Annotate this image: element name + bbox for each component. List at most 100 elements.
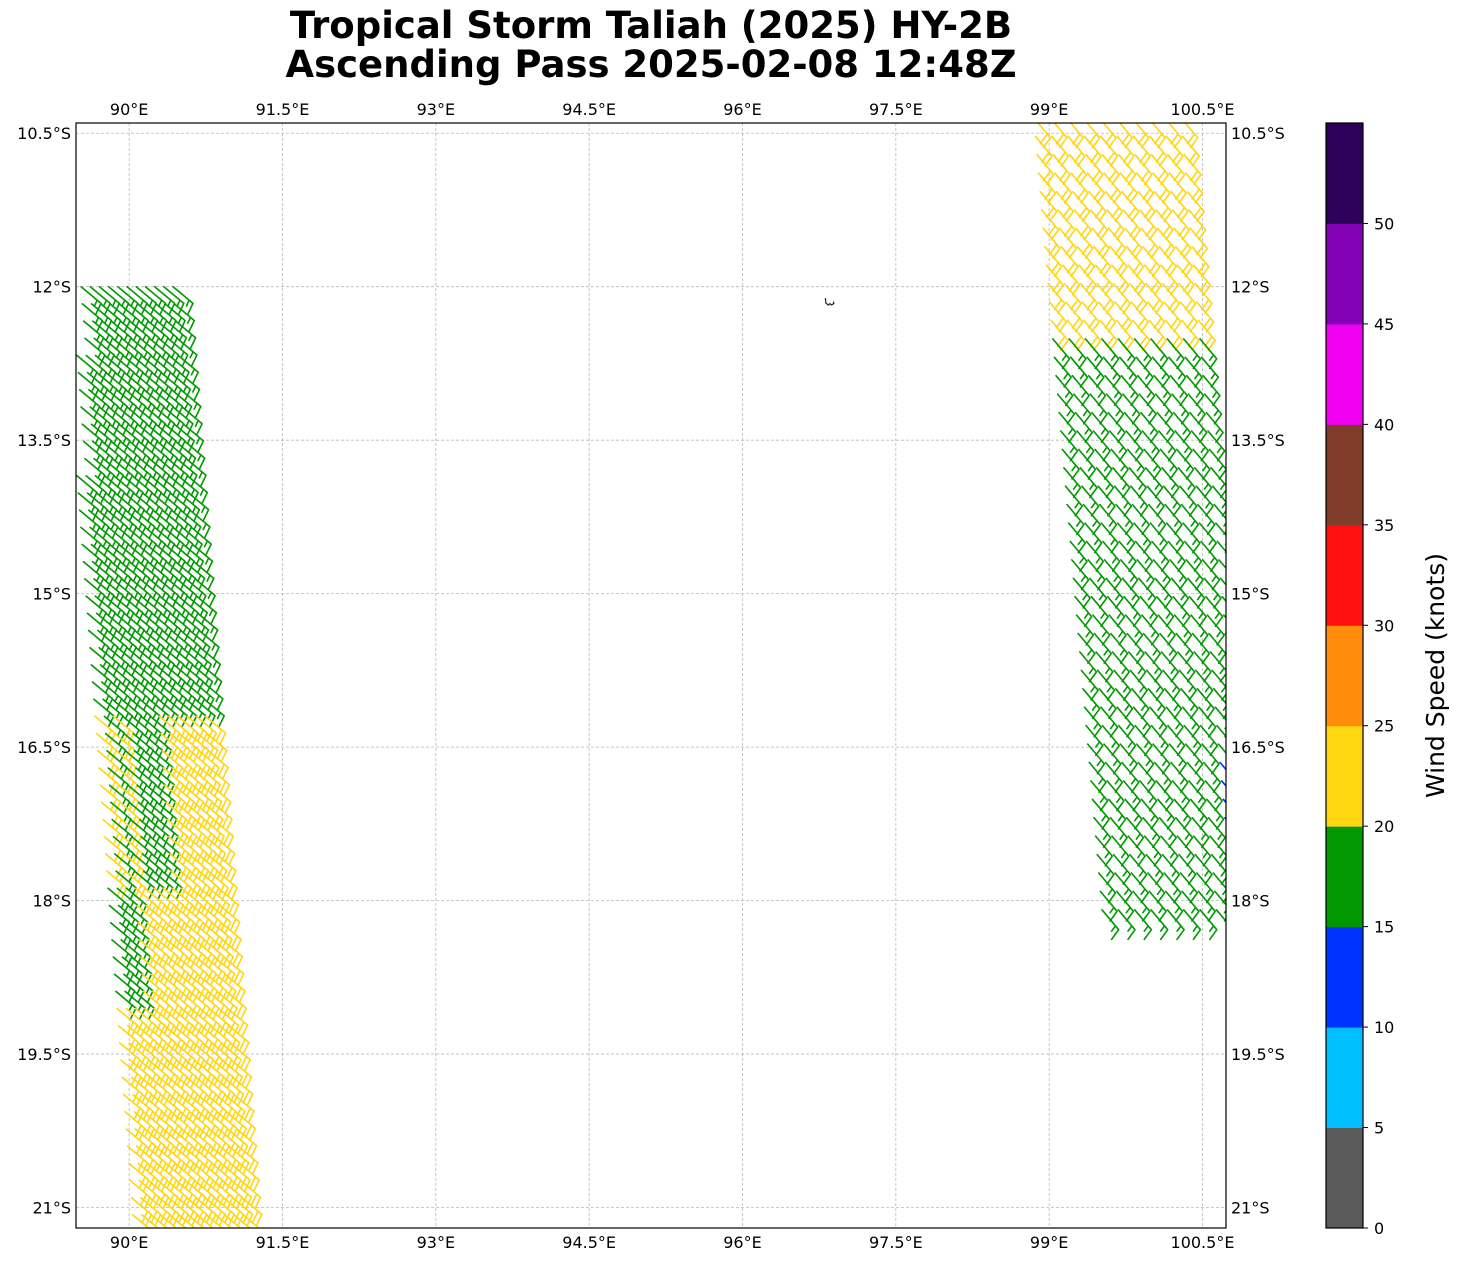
wind-barb [1171,780,1191,812]
wind-barb [193,560,215,590]
wind-barb [180,389,202,419]
wind-barb [173,303,196,333]
wind-barb [1123,595,1142,628]
wind-barb [1212,872,1226,904]
wind-barb [1048,301,1068,333]
wind-barb [1122,393,1141,425]
colorbar-bin [1326,826,1363,928]
wind-barb [190,526,212,556]
wind-barb [1194,467,1213,499]
wind-barb [1176,835,1195,867]
wind-barb [1095,651,1114,683]
x-tick-label-top: 90°E [110,100,148,119]
wind-barb [1169,559,1188,591]
wind-barb [241,1196,263,1226]
wind-barb [1128,651,1147,683]
wind-barb [1188,595,1207,628]
chart-title-line-1: Tropical Storm Taliah (2025) HY-2B [289,4,1013,47]
colorbar-bin [1326,223,1363,325]
wind-barb [1100,135,1119,167]
wind-barb [1192,448,1211,480]
wind-barb [1138,393,1157,425]
wind-barb [1182,909,1202,941]
wind-barb [1147,688,1166,720]
wind-barb [1148,890,1167,922]
wind-barb [1164,503,1183,536]
wind-barb [1094,835,1114,867]
wind-barb [1069,123,1084,149]
wind-barb [1122,209,1141,241]
wind-barb [216,870,238,900]
wind-barb [1158,816,1177,849]
wind-barb [1191,816,1210,849]
wind-barb [1152,559,1172,591]
colorbar-bin [1326,524,1363,626]
colorbar-tick-label: 30 [1374,616,1394,635]
wind-barb [1161,467,1180,499]
wind-barb [1134,540,1154,572]
wind-barb [217,887,240,917]
wind-barb [1096,853,1115,885]
wind-barb [1219,577,1226,586]
wind-barb [1186,761,1205,793]
wind-barb [1070,172,1089,204]
wind-barb [1188,209,1207,241]
wind-barb [1045,264,1064,296]
colorbar-tick-label: 50 [1374,214,1394,233]
wind-barb [1083,706,1102,738]
wind-barb [1203,577,1222,609]
wind-barb [191,543,214,573]
wind-barb [230,1059,253,1089]
wind-barb [1196,872,1215,904]
wind-barb [1181,319,1200,351]
wind-barb [1081,485,1100,517]
wind-barb [1085,540,1105,572]
wind-barb [200,664,223,694]
wind-barb [1138,577,1157,609]
wind-barb [1086,356,1105,388]
colorbar-frame [1325,122,1364,1229]
colorbar-bin [1326,123,1363,224]
wind-barb [1198,522,1217,554]
wind-barb [1179,301,1198,333]
wind-barb [1163,301,1182,333]
wind-barb [1173,798,1192,830]
wind-barb [238,1162,260,1192]
wind-barb [1207,430,1226,462]
wind-barb [1193,651,1212,683]
wind-barb [1173,227,1192,259]
x-tick-label-bottom: 100.5°E [1171,1233,1235,1252]
wind-barb [1132,135,1152,167]
wind-barb [1036,153,1055,186]
x-tick-label-bottom: 96°E [723,1233,761,1252]
wind-barb [1113,485,1133,517]
wind-barb [206,732,228,762]
wind-barb [1160,651,1180,683]
wind-barb [184,440,206,470]
wind-barb [1187,393,1206,425]
wind-barb [1169,374,1188,407]
wind-barb [1165,706,1184,738]
wind-barb [202,681,224,711]
wind-barb [222,956,245,986]
wind-barb [1215,522,1226,554]
wind-barb [1099,319,1118,351]
wind-barb [1151,123,1166,149]
wind-barb [1142,816,1161,849]
y-tick-label-right: 13.5°S [1231,431,1285,450]
wind-barb [1079,651,1098,683]
wind-barb [1170,761,1189,793]
wind-barb [1217,743,1226,755]
y-tick-label-right: 19.5°S [1231,1045,1285,1064]
wind-barb [1063,282,1082,315]
wind-barb [1140,227,1159,259]
wind-barb [226,1232,246,1260]
y-tick-label-left: 10.5°S [17,124,71,143]
wind-barb [1125,430,1144,462]
wind-barb [1075,614,1095,646]
wind-barb [1204,393,1223,425]
wind-barb [1125,246,1145,278]
x-tick-label-top: 91.5°E [256,100,310,119]
wind-barb [1087,559,1106,591]
wind-barb [1178,853,1197,885]
